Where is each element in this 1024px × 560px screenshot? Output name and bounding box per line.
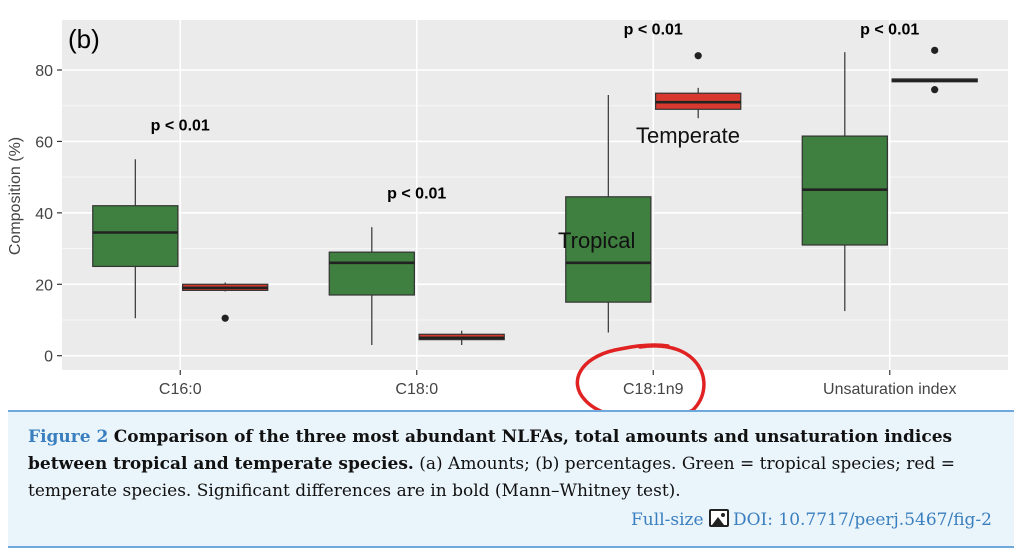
axis-ticks: 0 20 40 60 80 C16:0 C18:0 C18:1n9 Unsaturation i…	[35, 63, 956, 398]
significance-labels: p < 0.01 p < 0.01 p < 0.01 p < 0.01	[151, 21, 920, 202]
y-tick-label: 20	[35, 277, 53, 294]
box-temperate-2	[655, 52, 742, 119]
outlier-point	[694, 52, 702, 60]
annotation-tropical: Tropical	[558, 228, 635, 253]
y-tick-label: 60	[35, 134, 53, 151]
x-tick-label: C18:1n9	[623, 381, 684, 398]
outlier-point	[221, 314, 229, 322]
annotation-temperate: Temperate	[636, 123, 740, 148]
box-tropical-2	[565, 95, 652, 333]
x-tick-label: Unsaturation index	[823, 381, 956, 398]
caption-body: (a) Amounts; (b) percentages. Green = tr…	[28, 454, 955, 501]
box-temperate-0	[182, 282, 269, 322]
box-plot-chart: 0 20 40 60 80 C16:0 C18:0 C18:1n9 Unsaturation i…	[7, 20, 1008, 420]
boxes	[92, 46, 978, 345]
box-tropical-0	[92, 159, 179, 319]
significance-label: p < 0.01	[151, 118, 210, 135]
x-tick-label: C16:0	[159, 381, 202, 398]
box-temperate-1	[418, 330, 505, 345]
caption-label: Figure 2	[28, 427, 109, 447]
box-body	[565, 196, 652, 303]
y-tick-label: 0	[44, 349, 53, 366]
significance-label: p < 0.01	[624, 21, 683, 38]
outlier-point	[931, 46, 939, 54]
y-tick-label: 40	[35, 206, 53, 223]
doi-link[interactable]: DOI: 10.7717/peerj.5467/fig-2	[732, 510, 992, 530]
significance-label: p < 0.01	[387, 186, 446, 203]
caption-title: Comparison of the three most abundant NL…	[28, 427, 953, 474]
figure-caption: Figure 2 Comparison of the three most ab…	[8, 410, 1014, 548]
x-tick-label: C18:0	[395, 381, 438, 398]
y-tick-label: 80	[35, 63, 53, 80]
panel-label: (b)	[68, 24, 100, 54]
box-body	[328, 251, 415, 296]
significance-label: p < 0.01	[860, 21, 919, 38]
caption-links: Full-size DOI: 10.7717/peerj.5467/fig-2	[631, 507, 992, 534]
outlier-point	[931, 86, 939, 94]
box-temperate-3	[891, 46, 978, 94]
y-axis-label: Composition (%)	[7, 137, 24, 255]
box-tropical-1	[328, 227, 415, 345]
box-body	[92, 205, 179, 268]
image-icon[interactable]	[708, 509, 729, 527]
box-tropical-3	[801, 52, 888, 312]
fullsize-link[interactable]: Full-size	[631, 510, 704, 530]
